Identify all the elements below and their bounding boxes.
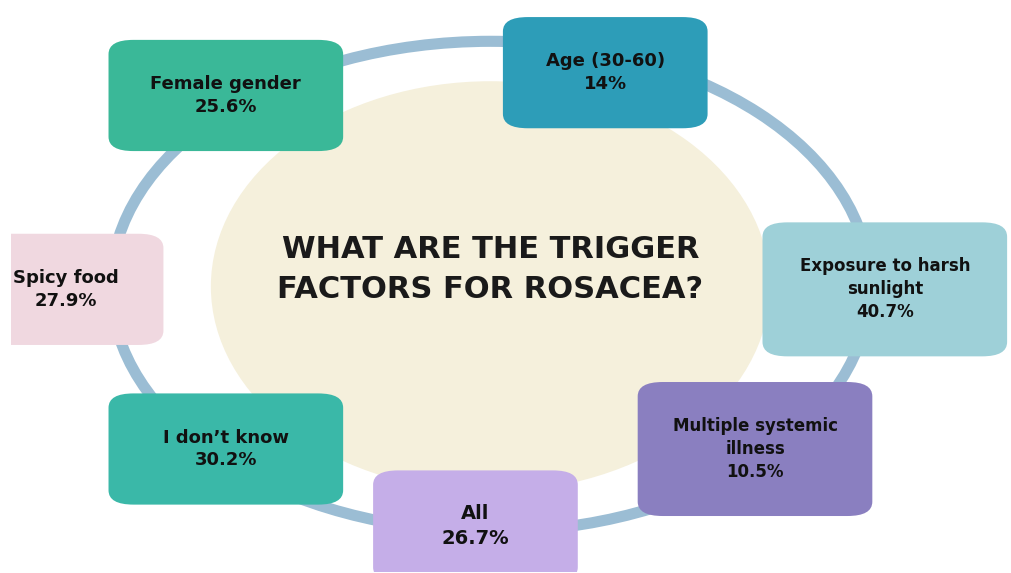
FancyBboxPatch shape (373, 470, 577, 573)
Text: WHAT ARE THE TRIGGER
FACTORS FOR ROSACEA?: WHAT ARE THE TRIGGER FACTORS FOR ROSACEA… (277, 234, 704, 304)
FancyBboxPatch shape (0, 234, 164, 345)
Text: Multiple systemic
illness
10.5%: Multiple systemic illness 10.5% (672, 417, 837, 481)
FancyBboxPatch shape (638, 382, 872, 516)
Text: All
26.7%: All 26.7% (442, 504, 510, 548)
Text: Spicy food
27.9%: Spicy food 27.9% (13, 269, 119, 310)
FancyBboxPatch shape (502, 17, 708, 128)
FancyBboxPatch shape (108, 394, 343, 505)
FancyBboxPatch shape (108, 40, 343, 151)
Ellipse shape (211, 81, 770, 492)
FancyBboxPatch shape (762, 222, 1007, 356)
Text: I don’t know
30.2%: I don’t know 30.2% (163, 429, 289, 469)
Text: Exposure to harsh
sunlight
40.7%: Exposure to harsh sunlight 40.7% (800, 257, 971, 321)
Text: Age (30-60)
14%: Age (30-60) 14% (546, 52, 665, 93)
Text: Female gender
25.6%: Female gender 25.6% (151, 75, 301, 116)
